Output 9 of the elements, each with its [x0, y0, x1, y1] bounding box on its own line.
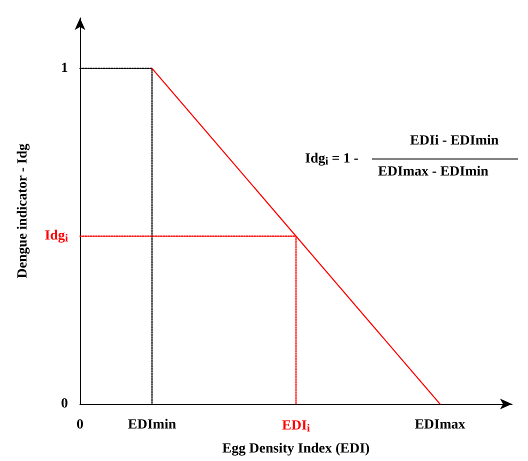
y-tick-label: 1: [61, 60, 68, 76]
annotation: EDIi - EDImin: [410, 134, 499, 148]
y-tick-label: 0: [61, 396, 68, 412]
y-axis-title: Dengue indicator - Idg: [16, 144, 30, 278]
annotation: EDImax - EDImin: [378, 164, 489, 180]
x-tick-label: EDImin: [128, 418, 176, 432]
x-tick-label: 0: [76, 418, 84, 432]
x-axis-title: Egg Density Index (EDI): [222, 442, 370, 456]
x-tick-label: EDImax: [414, 418, 466, 432]
